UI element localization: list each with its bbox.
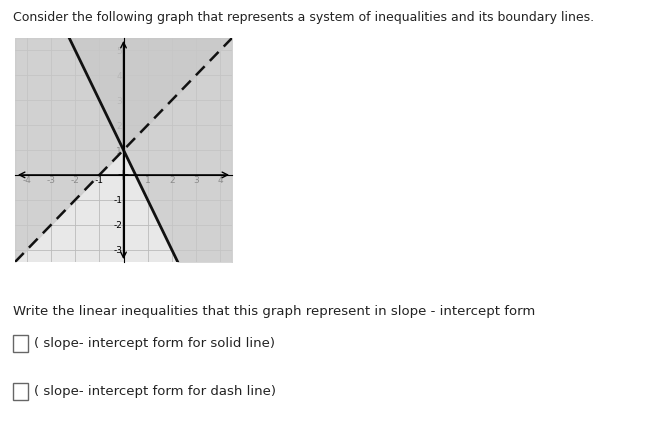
Text: ( slope- intercept form for dash line): ( slope- intercept form for dash line) (34, 385, 276, 398)
Text: ( slope- intercept form for solid line): ( slope- intercept form for solid line) (34, 337, 275, 350)
Text: Consider the following graph that represents a system of inequalities and its bo: Consider the following graph that repres… (13, 11, 594, 24)
Text: Write the linear inequalities that this graph represent in slope - intercept for: Write the linear inequalities that this … (13, 305, 535, 318)
